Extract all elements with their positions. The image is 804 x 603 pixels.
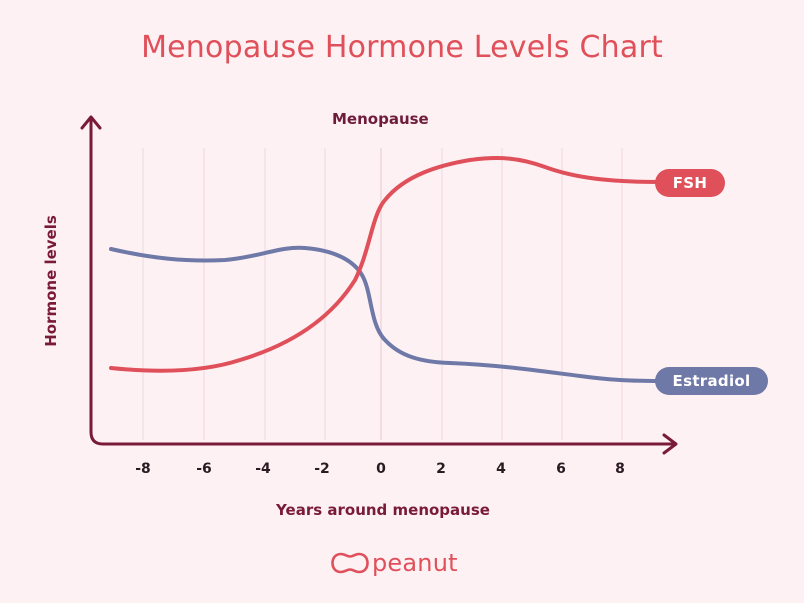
x-tick-label: 2 xyxy=(436,461,446,477)
x-tick-label: 6 xyxy=(556,461,566,477)
x-tick-label: 4 xyxy=(496,461,506,477)
peanut-shape-icon xyxy=(331,552,369,574)
chart-title: Menopause Hormone Levels Chart xyxy=(141,30,663,65)
fsh-label-text: FSH xyxy=(672,174,708,192)
peanut-logo: peanut xyxy=(331,549,458,577)
fsh-series-label: FSH xyxy=(655,169,725,197)
x-axis-arrow-icon xyxy=(662,433,678,455)
x-tick-label: 8 xyxy=(615,461,625,477)
x-axis-label: Years around menopause xyxy=(276,501,490,519)
y-axis-arrow-icon xyxy=(80,115,102,130)
x-tick-label: 0 xyxy=(376,461,386,477)
y-axis-label: Hormone levels xyxy=(42,215,60,347)
x-tick-label: -8 xyxy=(135,461,151,477)
logo-wordmark: peanut xyxy=(372,549,458,577)
estradiol-series-label: Estradiol xyxy=(655,367,768,395)
x-tick-label: -6 xyxy=(196,461,212,477)
x-tick-label: -4 xyxy=(255,461,271,477)
estradiol-label-text: Estradiol xyxy=(672,372,751,390)
axis-lines xyxy=(89,116,676,446)
axes xyxy=(80,115,678,455)
fsh-line xyxy=(109,156,662,373)
gridlines xyxy=(142,148,623,440)
menopause-annotation: Menopause xyxy=(332,110,429,128)
x-tick-label: -2 xyxy=(314,461,330,477)
estradiol-line xyxy=(109,245,662,383)
